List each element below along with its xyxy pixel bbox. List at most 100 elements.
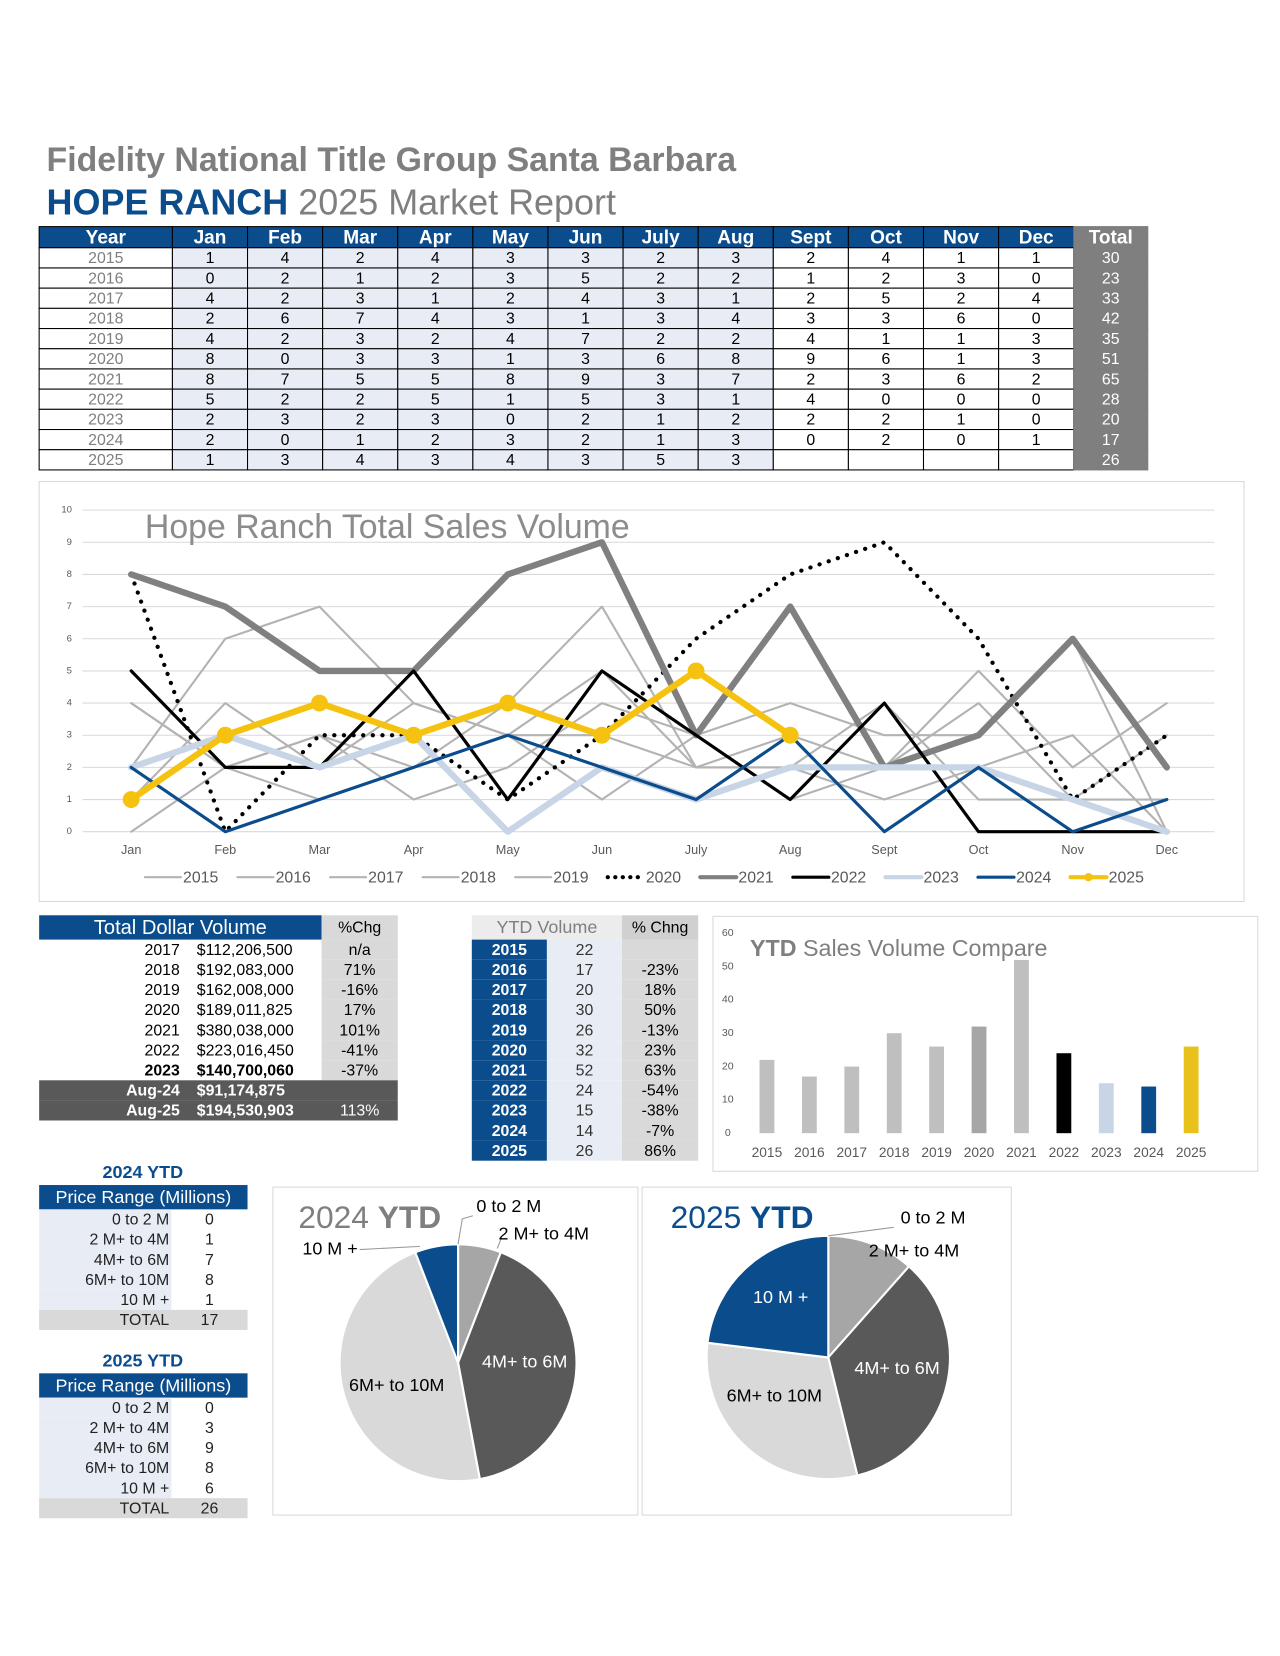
cell-bg xyxy=(471,1020,547,1041)
cell-bg xyxy=(998,449,1075,471)
cell-bg xyxy=(622,1080,699,1101)
cell-text: 3 xyxy=(506,270,515,287)
cell-text: 2015 xyxy=(88,250,123,267)
cell-bg xyxy=(321,999,398,1020)
cell-text: 3 xyxy=(581,452,590,469)
cell-text: 51 xyxy=(1102,351,1120,368)
cell-bg xyxy=(39,915,322,940)
column-header: Total xyxy=(1089,227,1133,248)
cell-text: 3 xyxy=(731,452,740,469)
cell-bg xyxy=(546,979,623,1000)
cell-text: 3 xyxy=(506,311,515,328)
cell-bg xyxy=(622,1060,699,1081)
cell-bg xyxy=(39,1269,172,1290)
x-tick-label: Dec xyxy=(1156,843,1179,857)
slice-label: 4M+ to 6M xyxy=(482,1351,567,1371)
price-table-title: 2025 YTD xyxy=(103,1350,184,1370)
pie-slice xyxy=(413,1243,460,1364)
cell-text: 2024 xyxy=(88,432,123,449)
bar xyxy=(801,1076,817,1134)
cell-text: 1 xyxy=(431,291,440,308)
cell-text: -41% xyxy=(341,1042,378,1059)
cell-text: 0 xyxy=(506,412,515,429)
cell-text: 2016 xyxy=(88,270,123,287)
legend-label: 2022 xyxy=(831,869,866,886)
bar xyxy=(1056,1053,1072,1134)
cell-text: $223,016,450 xyxy=(197,1042,294,1059)
title-year: 2024 xyxy=(298,1199,369,1235)
cell-text: 2023 xyxy=(492,1103,527,1120)
cell-text: 2 xyxy=(281,391,290,408)
bar xyxy=(844,1066,860,1134)
x-tick-label: Aug xyxy=(779,843,802,857)
cell-text: 2 xyxy=(581,412,590,429)
cell-text: 2 xyxy=(882,270,891,287)
cell-text: 2 xyxy=(431,270,440,287)
cell-text: 7 xyxy=(581,331,590,348)
cell-text: 30 xyxy=(576,1002,594,1019)
point xyxy=(781,726,799,744)
cell-text: 28 xyxy=(1102,391,1120,408)
x-tick-label: 2025 xyxy=(1176,1145,1207,1160)
cell-text: 7 xyxy=(205,1252,214,1269)
cell-text: 18% xyxy=(644,982,676,999)
slice-label: 4M+ to 6M xyxy=(854,1358,939,1378)
cell-text: 1 xyxy=(656,432,665,449)
cell-text: 1 xyxy=(1032,250,1041,267)
point xyxy=(311,694,328,712)
cell-text: $194,530,903 xyxy=(197,1103,294,1120)
cell-text: 3 xyxy=(581,351,590,368)
point xyxy=(593,726,611,744)
cell-text: 9 xyxy=(581,371,590,388)
cell-text: 1 xyxy=(356,432,365,449)
cell-text: 2 M+ to 4M xyxy=(89,1232,169,1249)
cell-text: 2022 xyxy=(145,1042,180,1059)
cell-text: 17 xyxy=(1102,432,1120,449)
column-header: Oct xyxy=(870,227,902,248)
point xyxy=(499,694,517,712)
cell-text: 4 xyxy=(1032,291,1041,308)
cell-text: 2 xyxy=(957,291,966,308)
y-tick-label: 60 xyxy=(722,927,734,939)
cell-text: 23% xyxy=(644,1042,676,1059)
cell-bg xyxy=(39,1457,172,1479)
x-tick-label: 2023 xyxy=(1091,1145,1122,1160)
cell-bg xyxy=(546,1140,623,1161)
x-tick-label: 2017 xyxy=(836,1145,867,1160)
cell-text: 52 xyxy=(576,1062,594,1079)
cell-text: 3 xyxy=(656,391,665,408)
cell-text: 2017 xyxy=(145,942,180,959)
cell-text: 6M+ to 10M xyxy=(85,1272,169,1289)
cell-bg xyxy=(321,1040,398,1061)
cell-text: 2017 xyxy=(492,982,527,999)
cell-text: 17 xyxy=(201,1312,219,1329)
cell-text: $140,700,060 xyxy=(197,1062,294,1079)
cell-text: 14 xyxy=(576,1123,594,1140)
cell-text: 0 xyxy=(205,1212,214,1229)
cell-text: 8 xyxy=(205,1272,214,1289)
cell-text: 113% xyxy=(340,1103,379,1120)
column-header: Jan xyxy=(194,227,227,248)
cell-text: 2 xyxy=(206,311,215,328)
x-tick-label: 2022 xyxy=(1049,1145,1080,1160)
cell-text: 4 xyxy=(206,291,215,308)
cell-text: 1 xyxy=(356,270,365,287)
cell-bg xyxy=(321,915,398,940)
slice-label: 6M+ to 10M xyxy=(349,1375,444,1395)
cell-text: 6 xyxy=(957,371,966,388)
legend-label: 2023 xyxy=(924,869,959,886)
cell-text: 2 xyxy=(356,391,365,408)
cell-text: 2020 xyxy=(88,351,123,368)
chart-title: YTD Sales Volume Compare xyxy=(750,935,1047,961)
cell-text: 17% xyxy=(344,1002,376,1019)
point xyxy=(687,662,705,680)
cell-text: 2 xyxy=(806,371,815,388)
cell-bg xyxy=(546,959,623,980)
slice-label: 2 M+ to 4M xyxy=(869,1240,959,1260)
cell-bg xyxy=(39,1185,248,1210)
bar xyxy=(1098,1083,1114,1134)
cell-text: 2023 xyxy=(88,412,123,429)
cell-text: 2 M+ to 4M xyxy=(89,1420,169,1437)
y-tick-label: 4 xyxy=(67,698,73,709)
cell-text: TOTAL xyxy=(120,1500,170,1517)
